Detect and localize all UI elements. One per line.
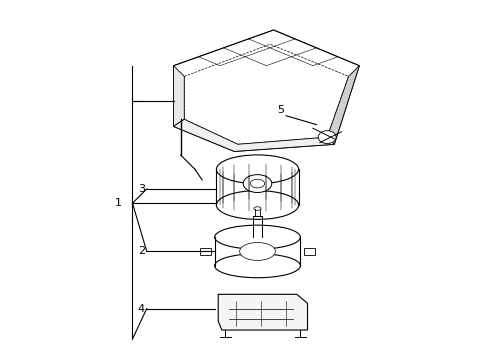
Ellipse shape (240, 243, 275, 260)
Ellipse shape (250, 179, 265, 188)
Text: 4: 4 (138, 303, 145, 314)
Ellipse shape (217, 191, 298, 219)
Text: 1: 1 (115, 198, 122, 208)
Polygon shape (173, 66, 184, 126)
Text: 3: 3 (138, 184, 145, 194)
Ellipse shape (217, 155, 298, 184)
Polygon shape (173, 119, 334, 152)
Ellipse shape (318, 131, 336, 144)
Ellipse shape (254, 207, 261, 210)
Text: 2: 2 (138, 247, 145, 256)
Ellipse shape (215, 225, 300, 249)
Text: 5: 5 (277, 105, 284, 115)
Ellipse shape (243, 175, 272, 193)
Ellipse shape (215, 254, 300, 278)
Polygon shape (327, 66, 359, 144)
Polygon shape (218, 294, 308, 330)
